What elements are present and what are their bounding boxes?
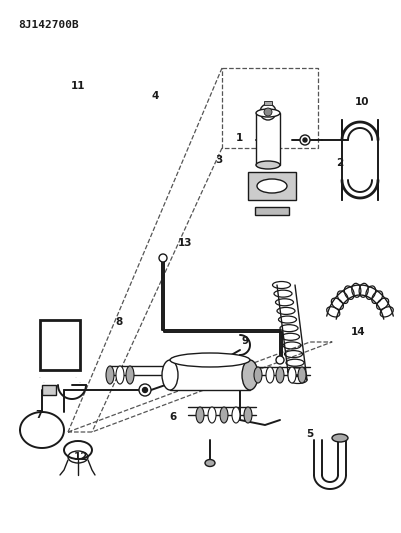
Ellipse shape	[297, 367, 305, 383]
Ellipse shape	[116, 366, 124, 384]
Circle shape	[302, 138, 306, 142]
Ellipse shape	[231, 407, 239, 423]
Circle shape	[142, 387, 147, 392]
Text: 8J142700B: 8J142700B	[18, 20, 79, 30]
Text: 4: 4	[151, 91, 158, 101]
Ellipse shape	[219, 407, 227, 423]
Bar	[254, 207, 288, 215]
Ellipse shape	[162, 360, 178, 390]
Ellipse shape	[331, 434, 347, 442]
Text: 11: 11	[71, 82, 85, 91]
Text: 1: 1	[235, 133, 242, 142]
Bar	[255, 113, 279, 165]
Ellipse shape	[196, 407, 203, 423]
Ellipse shape	[207, 407, 215, 423]
Circle shape	[275, 356, 283, 364]
Bar	[170, 360, 249, 390]
Ellipse shape	[205, 459, 215, 466]
Ellipse shape	[253, 367, 261, 383]
Ellipse shape	[243, 407, 251, 423]
Text: 14: 14	[350, 327, 365, 336]
Circle shape	[263, 108, 271, 116]
Text: 12: 12	[74, 453, 88, 462]
Text: 6: 6	[169, 412, 176, 422]
Text: 7: 7	[36, 410, 43, 419]
Ellipse shape	[170, 353, 249, 367]
Text: 5: 5	[305, 430, 312, 439]
Text: 9: 9	[241, 336, 248, 346]
Text: 3: 3	[215, 155, 222, 165]
Ellipse shape	[287, 367, 295, 383]
Circle shape	[259, 104, 275, 120]
Ellipse shape	[106, 366, 114, 384]
Bar	[40, 320, 80, 370]
Ellipse shape	[265, 367, 273, 383]
Bar	[263, 101, 271, 105]
Text: 2: 2	[335, 158, 342, 167]
Ellipse shape	[126, 366, 134, 384]
Circle shape	[159, 254, 166, 262]
Circle shape	[139, 384, 151, 396]
Bar	[233, 372, 245, 388]
Text: 10: 10	[354, 98, 368, 107]
Ellipse shape	[255, 109, 279, 117]
Circle shape	[299, 135, 309, 145]
Ellipse shape	[255, 161, 279, 169]
Bar	[42, 385, 56, 395]
Text: 8: 8	[115, 318, 122, 327]
Ellipse shape	[275, 367, 283, 383]
Text: 13: 13	[177, 238, 192, 247]
Ellipse shape	[241, 360, 257, 390]
Bar	[247, 172, 295, 200]
Ellipse shape	[256, 179, 286, 193]
